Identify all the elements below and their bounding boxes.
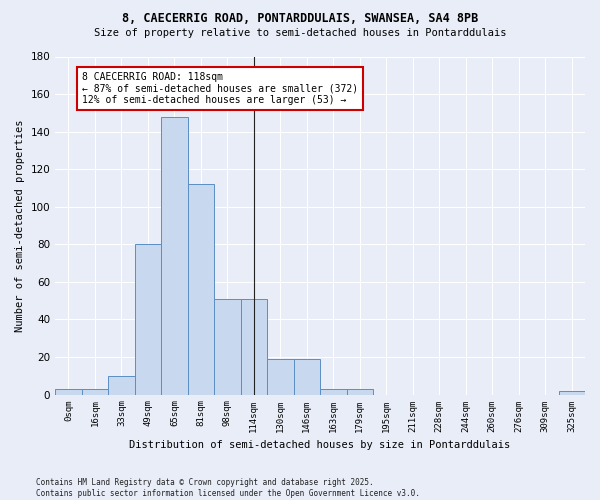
Bar	[55, 389, 82, 394]
Bar	[214, 299, 241, 394]
Text: 8, CAECERRIG ROAD, PONTARDDULAIS, SWANSEA, SA4 8PB: 8, CAECERRIG ROAD, PONTARDDULAIS, SWANSE…	[122, 12, 478, 26]
Text: Size of property relative to semi-detached houses in Pontarddulais: Size of property relative to semi-detach…	[94, 28, 506, 38]
Bar	[559, 391, 585, 394]
Bar	[161, 116, 188, 394]
Bar	[347, 389, 373, 394]
Text: Contains HM Land Registry data © Crown copyright and database right 2025.
Contai: Contains HM Land Registry data © Crown c…	[36, 478, 420, 498]
X-axis label: Distribution of semi-detached houses by size in Pontarddulais: Distribution of semi-detached houses by …	[130, 440, 511, 450]
Bar	[241, 299, 267, 394]
Bar	[134, 244, 161, 394]
Bar	[188, 184, 214, 394]
Bar	[267, 359, 293, 394]
Bar	[82, 389, 108, 394]
Bar	[320, 389, 347, 394]
Bar	[293, 359, 320, 394]
Text: 8 CAECERRIG ROAD: 118sqm
← 87% of semi-detached houses are smaller (372)
12% of : 8 CAECERRIG ROAD: 118sqm ← 87% of semi-d…	[82, 72, 358, 104]
Y-axis label: Number of semi-detached properties: Number of semi-detached properties	[15, 120, 25, 332]
Bar	[108, 376, 134, 394]
